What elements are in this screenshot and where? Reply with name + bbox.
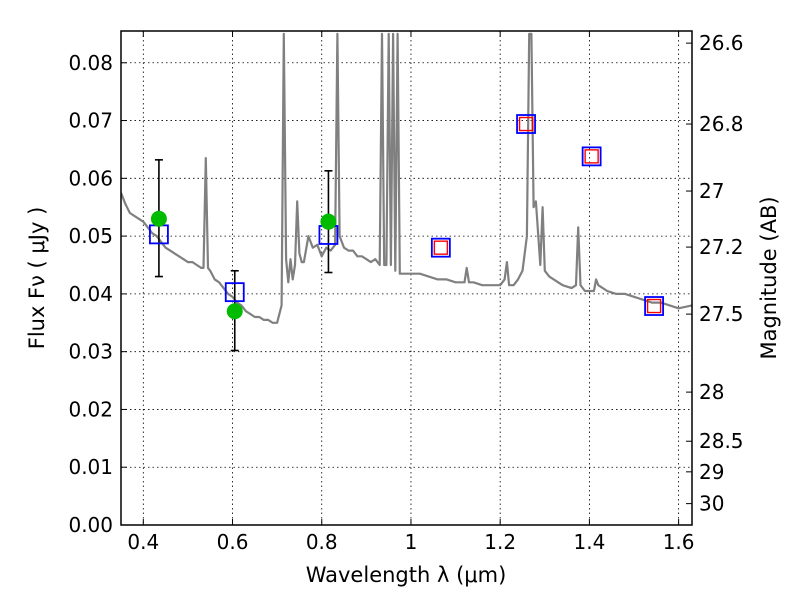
- x-tick-label: 0.4: [127, 530, 159, 554]
- inner-square-marker: [433, 240, 449, 255]
- y-tick-label: 0.01: [68, 455, 113, 479]
- observed-point-marker: [150, 210, 167, 227]
- right-tick-label: 27: [699, 179, 724, 203]
- x-axis-label-text: Wavelength λ (μm): [306, 563, 507, 587]
- right-tick-label: 29: [699, 460, 724, 484]
- template-spectrum-line: [121, 32, 692, 324]
- markers-layer: [149, 114, 664, 352]
- y-axis-label: Flux Fν ( μJy ): [25, 207, 49, 350]
- x-tick-label: 1: [405, 530, 418, 554]
- x-tick-label: 1.4: [573, 530, 605, 554]
- observed-point-marker: [226, 303, 243, 320]
- y-tick-label: 0.06: [68, 166, 113, 190]
- right-tick-label: 27.5: [699, 302, 744, 326]
- axis-ticks: 0.4 0.6 0.8 1 1.2 1.4 1.6 0.00 0.01 0.02 0.03 0.04 0…: [68, 31, 744, 554]
- right-tick-label: 26.6: [699, 31, 744, 55]
- right-tick-label: 28.5: [699, 429, 744, 453]
- x-tick-label: 1.6: [663, 530, 695, 554]
- plot-frame: [120, 30, 693, 526]
- x-tick-label: 0.6: [217, 530, 249, 554]
- model-square-marker: [430, 237, 451, 258]
- x-tick-label: 0.8: [306, 530, 338, 554]
- y-tick-label: 0.07: [68, 109, 113, 133]
- model-square-marker: [581, 146, 602, 167]
- inner-square-marker: [518, 116, 534, 132]
- model-square-marker: [224, 282, 245, 303]
- y-tick-label: 0.03: [68, 340, 113, 364]
- y-tick-label: 0.04: [68, 282, 113, 306]
- y-axis-label-text: Flux Fν ( μJy ): [25, 207, 49, 350]
- observed-point-marker: [320, 213, 337, 230]
- x-axis-label: Wavelength λ (μm): [306, 563, 507, 587]
- right-axis-label-text: Magnitude (AB): [757, 196, 781, 359]
- inner-square-marker: [584, 149, 599, 164]
- inner-square-marker: [646, 298, 662, 314]
- right-tick-label: 26.8: [699, 112, 744, 136]
- y-tick-label: 0.08: [68, 51, 113, 75]
- y-tick-label: 0.00: [68, 513, 113, 537]
- y-tick-label: 0.02: [68, 397, 113, 421]
- right-tick-label: 27.2: [699, 235, 744, 259]
- y-tick-label: 0.05: [68, 224, 113, 248]
- right-tick-label: 28: [699, 380, 724, 404]
- model-square-marker: [516, 114, 536, 134]
- x-tick-label: 1.2: [484, 530, 516, 554]
- right-tick-label: 30: [699, 492, 724, 516]
- grid-lines: [121, 31, 692, 525]
- right-axis-label: Magnitude (AB): [757, 196, 781, 359]
- template-spectrum-layer: [121, 32, 692, 324]
- model-square-marker: [644, 296, 664, 316]
